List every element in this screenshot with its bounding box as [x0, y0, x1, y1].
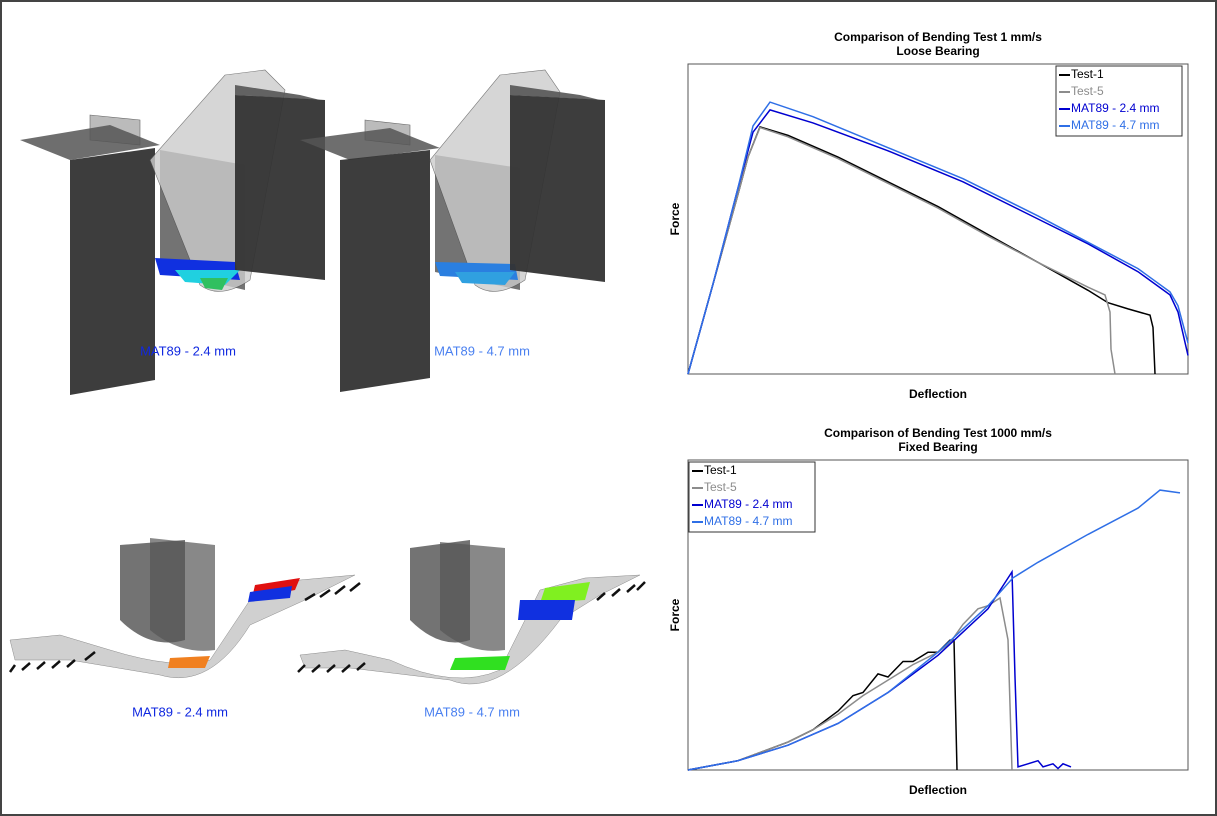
render-label: MAT89 - 2.4 mm	[140, 343, 236, 358]
series-line	[687, 596, 1013, 771]
render-bottom	[8, 538, 646, 685]
y-axis-label: Force	[668, 598, 682, 631]
legend-label: Test-1	[1071, 67, 1104, 81]
chart-title: Comparison of Bending Test 1000 mm/s	[824, 426, 1052, 440]
series-line	[687, 126, 1116, 375]
legend-label: Test-5	[1071, 84, 1104, 98]
series-line	[687, 101, 1189, 375]
legend-label: MAT89 - 2.4 mm	[704, 497, 792, 511]
series-line	[687, 489, 1181, 771]
supports	[8, 581, 646, 673]
legend	[1055, 65, 1183, 137]
legend-label: Test-1	[704, 463, 737, 477]
x-axis-label: Deflection	[909, 387, 967, 401]
legend-label: MAT89 - 4.7 mm	[1071, 118, 1159, 132]
x-axis-label: Deflection	[909, 783, 967, 797]
chart-subtitle: Fixed Bearing	[898, 440, 977, 454]
y-axis-label: Force	[668, 202, 682, 235]
chart-subtitle: Loose Bearing	[896, 44, 979, 58]
render-label: MAT89 - 2.4 mm	[132, 704, 228, 719]
render-top	[20, 69, 605, 395]
render-label: MAT89 - 4.7 mm	[424, 704, 520, 719]
legend-label: Test-5	[704, 480, 737, 494]
render-label: MAT89 - 4.7 mm	[434, 343, 530, 358]
legend-label: MAT89 - 2.4 mm	[1071, 101, 1159, 115]
legend	[688, 461, 816, 533]
legend-label: MAT89 - 4.7 mm	[704, 514, 792, 528]
chart-title: Comparison of Bending Test 1 mm/s	[834, 30, 1042, 44]
